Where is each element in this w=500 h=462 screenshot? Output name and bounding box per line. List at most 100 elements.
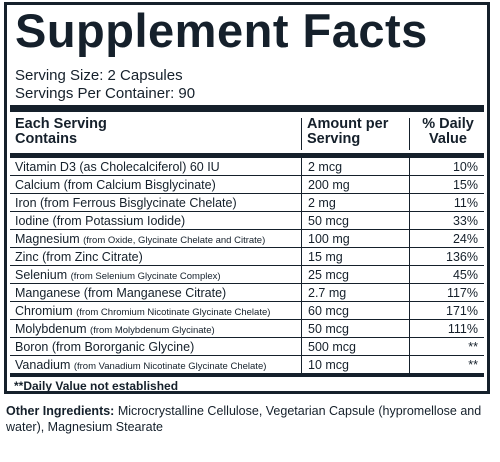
header-divider-2 xyxy=(409,118,410,150)
header-daily-value: % Daily Value xyxy=(417,117,479,147)
column-divider xyxy=(409,194,410,211)
nutrient-amount: 2.7 mg xyxy=(308,286,347,300)
column-divider xyxy=(301,176,302,193)
nutrient-amount: 2 mg xyxy=(308,196,336,210)
servings-per-container: Servings Per Container: 90 xyxy=(15,85,196,102)
nutrient-amount: 50 mcg xyxy=(308,322,349,336)
nutrient-amount: 200 mg xyxy=(308,178,350,192)
header-amount-line1: Amount per xyxy=(307,116,389,132)
table-row: Molybdenum (from Molybdenum Glycinate) 50… xyxy=(10,320,484,338)
column-divider xyxy=(409,320,410,337)
nutrient-daily-value: 171% xyxy=(446,304,478,318)
column-divider xyxy=(301,230,302,247)
column-divider xyxy=(409,266,410,283)
column-divider xyxy=(409,158,410,175)
other-ingredients-text: Microcrystalline Cellulose, Vegetarian C… xyxy=(6,404,482,434)
footnote: **Daily Value not established xyxy=(14,379,179,393)
nutrient-amount: 50 mcg xyxy=(308,214,349,228)
nutrient-daily-value: 10% xyxy=(452,160,478,174)
nutrient-amount: 500 mcg xyxy=(308,340,356,354)
nutrient-name: Iron (from Ferrous Bisglycinate Chelate) xyxy=(15,195,237,211)
nutrient-name: Vanadium (from Vanadium Nicotinate Glyci… xyxy=(15,357,266,375)
nutrient-name: Vitamin D3 (as Cholecalciferol) 60 IU xyxy=(15,159,220,175)
nutrient-label: Iodine (from Potassium Iodide) xyxy=(15,214,186,228)
nutrient-label: Molybdenum xyxy=(15,322,91,336)
nutrient-daily-value: 45% xyxy=(452,268,478,282)
nutrient-label: Chromium xyxy=(15,304,77,318)
supplement-facts-panel: Supplement Facts Serving Size: 2 Capsule… xyxy=(4,2,490,394)
nutrient-name: Calcium (from Calcium Bisglycinate) xyxy=(15,177,216,193)
nutrient-name: Iodine (from Potassium Iodide) xyxy=(15,213,185,229)
column-divider xyxy=(301,320,302,337)
nutrient-source-detail: (from Chromium Nicotinate Glycinate Chel… xyxy=(76,307,271,318)
column-divider xyxy=(301,266,302,283)
nutrient-source-detail: (from Vanadium Nicotinate Glycinate Chel… xyxy=(73,361,267,372)
header-contains: Each Serving Contains xyxy=(15,117,107,147)
nutrient-source-detail: (from Selenium Glycinate Complex) xyxy=(70,271,221,282)
table-row: Boron (from Bororganic Glycine) 500 mcg ** xyxy=(10,338,484,356)
header-divider-1 xyxy=(301,118,302,150)
table-row: Calcium (from Calcium Bisglycinate) 200 m… xyxy=(10,176,484,194)
header-dv-line2: Value xyxy=(429,131,467,147)
column-divider xyxy=(301,212,302,229)
table-row: Manganese (from Manganese Citrate) 2.7 mg… xyxy=(10,284,484,302)
nutrient-label: Manganese (from Manganese Citrate) xyxy=(15,286,227,300)
column-divider xyxy=(409,284,410,301)
thick-divider-header xyxy=(10,153,484,158)
nutrient-label: Vitamin D3 (as Cholecalciferol) 60 IU xyxy=(15,160,220,174)
nutrient-daily-value: 111% xyxy=(447,322,478,336)
nutrient-name: Molybdenum (from Molybdenum Glycinate) xyxy=(15,321,215,339)
panel-title: Supplement Facts xyxy=(15,4,428,57)
nutrient-source-detail: (from Oxide, Glycinate Chelate and Citra… xyxy=(83,235,266,246)
other-ingredients-label: Other Ingredients: xyxy=(6,404,115,418)
nutrient-daily-value: 117% xyxy=(446,286,478,300)
column-divider xyxy=(301,356,302,373)
nutrient-name: Selenium (from Selenium Glycinate Comple… xyxy=(15,267,221,285)
nutrient-label: Iron (from Ferrous Bisglycinate Chelate) xyxy=(15,196,237,210)
table-row: Iron (from Ferrous Bisglycinate Chelate)… xyxy=(10,194,484,212)
column-divider xyxy=(409,356,410,373)
nutrient-amount: 60 mcg xyxy=(308,304,349,318)
nutrient-daily-value: 136% xyxy=(446,250,478,264)
nutrient-label: Zinc (from Zinc Citrate) xyxy=(15,250,143,264)
nutrient-name: Zinc (from Zinc Citrate) xyxy=(15,249,143,265)
table-row: Selenium (from Selenium Glycinate Comple… xyxy=(10,266,484,284)
column-divider xyxy=(301,284,302,301)
nutrient-name: Magnesium (from Oxide, Glycinate Chelate… xyxy=(15,231,265,249)
nutrient-amount: 25 mcg xyxy=(308,268,349,282)
column-divider xyxy=(301,338,302,355)
table-row: Vanadium (from Vanadium Nicotinate Glyci… xyxy=(10,356,484,374)
column-divider xyxy=(409,230,410,247)
thick-divider-top xyxy=(10,105,484,112)
nutrient-source-detail: (from Molybdenum Glycinate) xyxy=(90,325,215,336)
nutrient-table: Vitamin D3 (as Cholecalciferol) 60 IU 2 m… xyxy=(7,158,487,374)
nutrient-daily-value: ** xyxy=(468,358,478,372)
nutrient-daily-value: 33% xyxy=(452,214,478,228)
thick-divider-bottom xyxy=(10,373,484,377)
nutrient-label: Selenium xyxy=(15,268,71,282)
nutrient-daily-value: 15% xyxy=(452,178,478,192)
nutrient-daily-value: 11% xyxy=(453,196,478,210)
column-divider xyxy=(301,158,302,175)
header-contains-line2: Contains xyxy=(15,131,78,147)
table-row: Magnesium (from Oxide, Glycinate Chelate… xyxy=(10,230,484,248)
nutrient-label: Magnesium xyxy=(15,232,84,246)
nutrient-label: Vanadium xyxy=(15,358,74,372)
nutrient-daily-value: ** xyxy=(468,340,478,354)
table-row: Vitamin D3 (as Cholecalciferol) 60 IU 2 m… xyxy=(10,158,484,176)
nutrient-name: Chromium (from Chromium Nicotinate Glyci… xyxy=(15,303,270,321)
table-row: Iodine (from Potassium Iodide) 50 mcg 33% xyxy=(10,212,484,230)
column-divider xyxy=(409,176,410,193)
nutrient-amount: 10 mcg xyxy=(308,358,349,372)
serving-size: Serving Size: 2 Capsules xyxy=(15,67,183,84)
header-amount-line2: Serving xyxy=(307,131,361,147)
nutrient-name: Manganese (from Manganese Citrate) xyxy=(15,285,226,301)
nutrient-name: Boron (from Bororganic Glycine) xyxy=(15,339,194,355)
nutrient-label: Calcium (from Calcium Bisglycinate) xyxy=(15,178,216,192)
column-divider xyxy=(409,302,410,319)
header-dv-line1: % Daily xyxy=(422,116,474,132)
nutrient-amount: 2 mcg xyxy=(308,160,343,174)
other-ingredients: Other Ingredients: Microcrystalline Cell… xyxy=(6,403,486,435)
column-divider xyxy=(409,338,410,355)
table-row: Chromium (from Chromium Nicotinate Glyci… xyxy=(10,302,484,320)
